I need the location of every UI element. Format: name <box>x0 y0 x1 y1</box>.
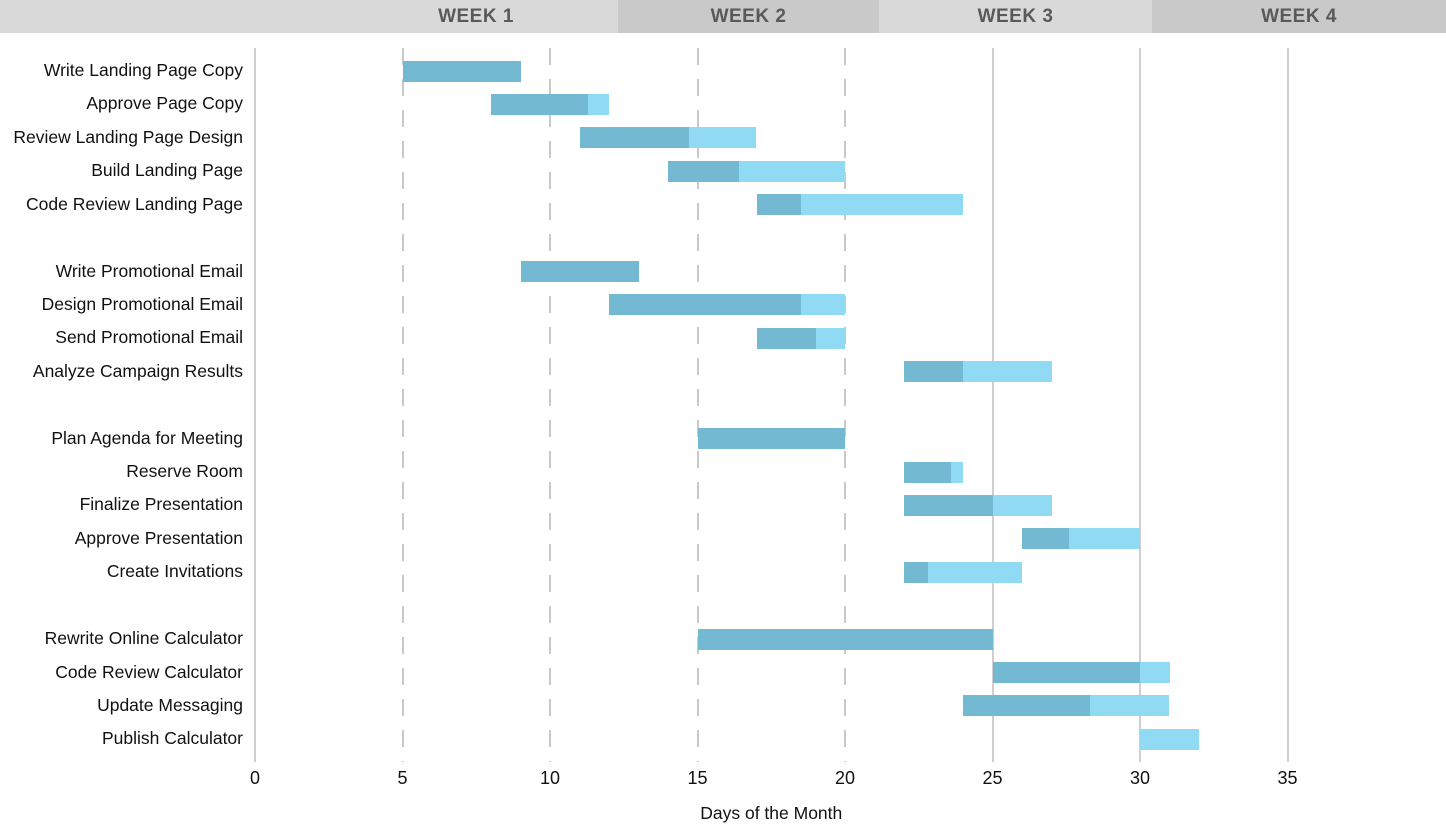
task-label: Create Invitations <box>106 561 243 582</box>
task-label: Finalize Presentation <box>79 494 243 515</box>
task-bar <box>402 60 521 82</box>
task-bar-complete-segment <box>579 127 689 149</box>
task-bar <box>1022 528 1140 550</box>
task-bar-remaining-segment <box>588 93 609 115</box>
gridline-day-30 <box>1139 48 1141 762</box>
x-axis-title: Days of the Month <box>700 803 843 823</box>
task-bar-remaining-segment <box>1089 695 1170 717</box>
task-label: Review Landing Page Design <box>13 126 243 147</box>
task-bar <box>520 261 639 283</box>
task-bar-remaining-segment <box>963 361 1052 383</box>
task-bar-remaining-segment <box>1069 528 1140 550</box>
x-tick-label: 35 <box>1277 768 1298 788</box>
week-label: WEEK 1 <box>438 5 514 27</box>
task-label: Update Messaging <box>97 694 243 715</box>
task-bar-complete-segment <box>668 160 739 182</box>
x-tick-label: 15 <box>687 768 708 788</box>
x-tick-label: 5 <box>397 768 408 788</box>
task-bar <box>963 695 1170 717</box>
week-header: WEEK 1 WEEK 2 WEEK 3 WEEK 4 <box>0 0 1446 33</box>
task-label: Code Review Landing Page <box>26 193 243 214</box>
task-bar-complete-segment <box>963 695 1090 717</box>
task-bar-complete-segment <box>904 561 928 583</box>
week-header-cell: WEEK 3 <box>879 0 1152 33</box>
week-header-spacer <box>0 0 334 33</box>
week-label: WEEK 4 <box>1261 5 1337 27</box>
task-bar-remaining-segment <box>1140 662 1170 684</box>
week-header-cell: WEEK 2 <box>618 0 879 33</box>
task-bar-complete-segment <box>697 428 845 450</box>
task-bar <box>904 361 1052 383</box>
x-tick-label: 20 <box>834 768 856 788</box>
task-label: Reserve Room <box>126 461 243 482</box>
task-bar <box>609 294 845 316</box>
task-bar-remaining-segment <box>992 494 1052 516</box>
task-label: Approve Presentation <box>74 527 243 548</box>
task-bar-complete-segment <box>491 93 589 115</box>
task-bar <box>697 428 845 450</box>
task-label: Approve Page Copy <box>86 93 243 114</box>
task-bar-remaining-segment <box>688 127 757 149</box>
gridline-day-20 <box>844 48 846 762</box>
task-bar <box>992 662 1170 684</box>
task-bar-remaining-segment <box>927 561 1022 583</box>
task-bar-complete-segment <box>697 628 993 650</box>
task-label: Rewrite Online Calculator <box>44 628 243 649</box>
task-label: Design Promotional Email <box>41 293 243 314</box>
task-label: Plan Agenda for Meeting <box>51 427 243 448</box>
x-tick-label: 25 <box>982 768 1003 788</box>
task-bar <box>668 160 845 182</box>
task-label: Code Review Calculator <box>55 661 243 682</box>
gridline-day-10 <box>549 48 551 762</box>
task-bar <box>756 327 845 349</box>
task-bar-remaining-segment <box>951 461 963 483</box>
task-bar-remaining-segment <box>1140 728 1199 750</box>
task-bar-complete-segment <box>904 361 963 383</box>
task-bar <box>697 628 993 650</box>
task-bar-complete-segment <box>756 327 816 349</box>
task-bar-complete-segment <box>904 461 952 483</box>
gridline-day-25 <box>991 48 994 762</box>
week-label: WEEK 3 <box>977 5 1054 27</box>
task-bar-remaining-segment <box>815 327 845 349</box>
gridline-day-5 <box>401 48 404 762</box>
task-label: Write Landing Page Copy <box>43 60 243 80</box>
task-bar-remaining-segment <box>800 294 845 316</box>
week-header-cell: WEEK 4 <box>1152 0 1446 33</box>
task-bar-remaining-segment <box>738 160 845 182</box>
gridline-day-0 <box>254 48 256 762</box>
gridline-day-35 <box>1286 48 1289 762</box>
task-bar-complete-segment <box>609 294 801 316</box>
task-bar-remaining-segment <box>800 194 963 216</box>
task-bar <box>904 494 1052 516</box>
task-bar-complete-segment <box>904 494 993 516</box>
week-header-cell: WEEK 1 <box>334 0 618 33</box>
task-bar <box>491 93 609 115</box>
x-tick-label: 0 <box>249 768 261 788</box>
task-bar <box>904 461 963 483</box>
week-label: WEEK 2 <box>710 5 787 27</box>
gridline-day-15 <box>696 48 699 762</box>
task-bar <box>756 194 963 216</box>
task-label: Analyze Campaign Results <box>32 360 243 381</box>
task-bar <box>579 127 757 149</box>
task-bar-complete-segment <box>520 261 639 283</box>
task-bar-complete-segment <box>756 194 801 216</box>
task-bar-complete-segment <box>1022 528 1070 550</box>
task-bar-complete-segment <box>402 60 521 82</box>
task-bar <box>1140 728 1199 750</box>
task-bar-complete-segment <box>992 662 1140 684</box>
task-label: Write Promotional Email <box>55 260 243 281</box>
task-label: Build Landing Page <box>91 160 243 181</box>
task-label: Send Promotional Email <box>55 327 243 348</box>
x-tick-label: 10 <box>539 768 561 788</box>
task-bar <box>904 561 1022 583</box>
task-label: Publish Calculator <box>101 728 243 749</box>
x-tick-label: 30 <box>1129 768 1151 788</box>
